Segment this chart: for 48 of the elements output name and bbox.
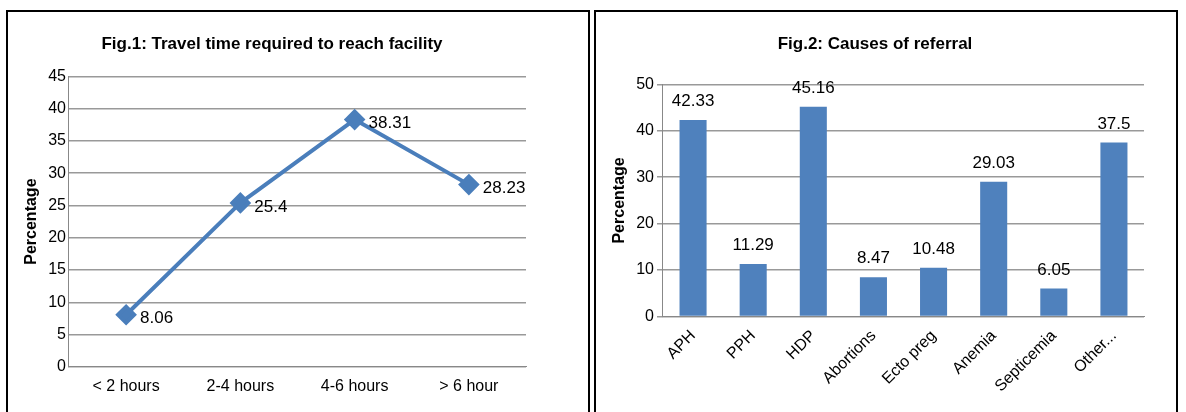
- y-tick-label: 30: [48, 163, 67, 181]
- data-label: 25.4: [254, 196, 288, 216]
- data-label: 10.48: [912, 239, 955, 259]
- x-tick-label: 4-6 hours: [320, 376, 389, 394]
- y-tick-label: 0: [57, 357, 67, 375]
- chart-title: Fig.2: Causes of referral: [777, 33, 973, 53]
- point: [458, 174, 479, 195]
- data-label: 8.47: [856, 248, 890, 268]
- x-tick-label: > 6 hour: [439, 376, 500, 394]
- data-label: 28.23: [482, 178, 526, 198]
- data-label: 37.5: [1097, 113, 1131, 133]
- bar: [980, 181, 1008, 316]
- y-tick-label: 10: [48, 292, 67, 310]
- y-tick-label: 0: [645, 306, 655, 324]
- point: [116, 304, 137, 325]
- y-tick-label: 45: [48, 66, 67, 84]
- y-tick-label: 20: [48, 228, 67, 246]
- x-tick-label: 2-4 hours: [206, 376, 275, 394]
- bar: [799, 106, 827, 316]
- data-label: 6.05: [1037, 259, 1071, 279]
- y-tick-label: 40: [48, 99, 67, 117]
- y-tick-label: 50: [636, 74, 655, 92]
- y-tick-label: 10: [636, 260, 655, 278]
- y-tick-label: 5: [57, 324, 67, 342]
- data-label: 42.33: [671, 91, 715, 111]
- data-label: 11.29: [732, 235, 774, 255]
- y-tick-label: 35: [48, 131, 67, 149]
- y-axis-title: Percentage: [610, 157, 628, 244]
- point: [230, 192, 251, 213]
- bar: [1100, 142, 1128, 316]
- bar: [920, 267, 948, 316]
- x-tick-label: < 2 hours: [92, 376, 160, 394]
- bar: [739, 264, 767, 316]
- data-label: 8.06: [140, 308, 174, 328]
- y-tick-label: 40: [636, 121, 655, 139]
- chart-title: Fig.1: Travel time required to reach facility: [101, 33, 444, 53]
- y-tick-label: 15: [48, 260, 67, 278]
- y-tick-label: 20: [636, 214, 655, 232]
- y-axis-title: Percentage: [22, 178, 40, 265]
- bar: [679, 120, 707, 316]
- data-label: 38.31: [368, 113, 412, 133]
- bar: [1040, 288, 1068, 316]
- data-label: 45.16: [792, 78, 835, 98]
- data-label: 29.03: [972, 152, 1015, 172]
- point: [344, 109, 365, 130]
- y-tick-label: 30: [636, 167, 655, 185]
- y-tick-label: 25: [48, 195, 67, 213]
- bar: [859, 277, 887, 316]
